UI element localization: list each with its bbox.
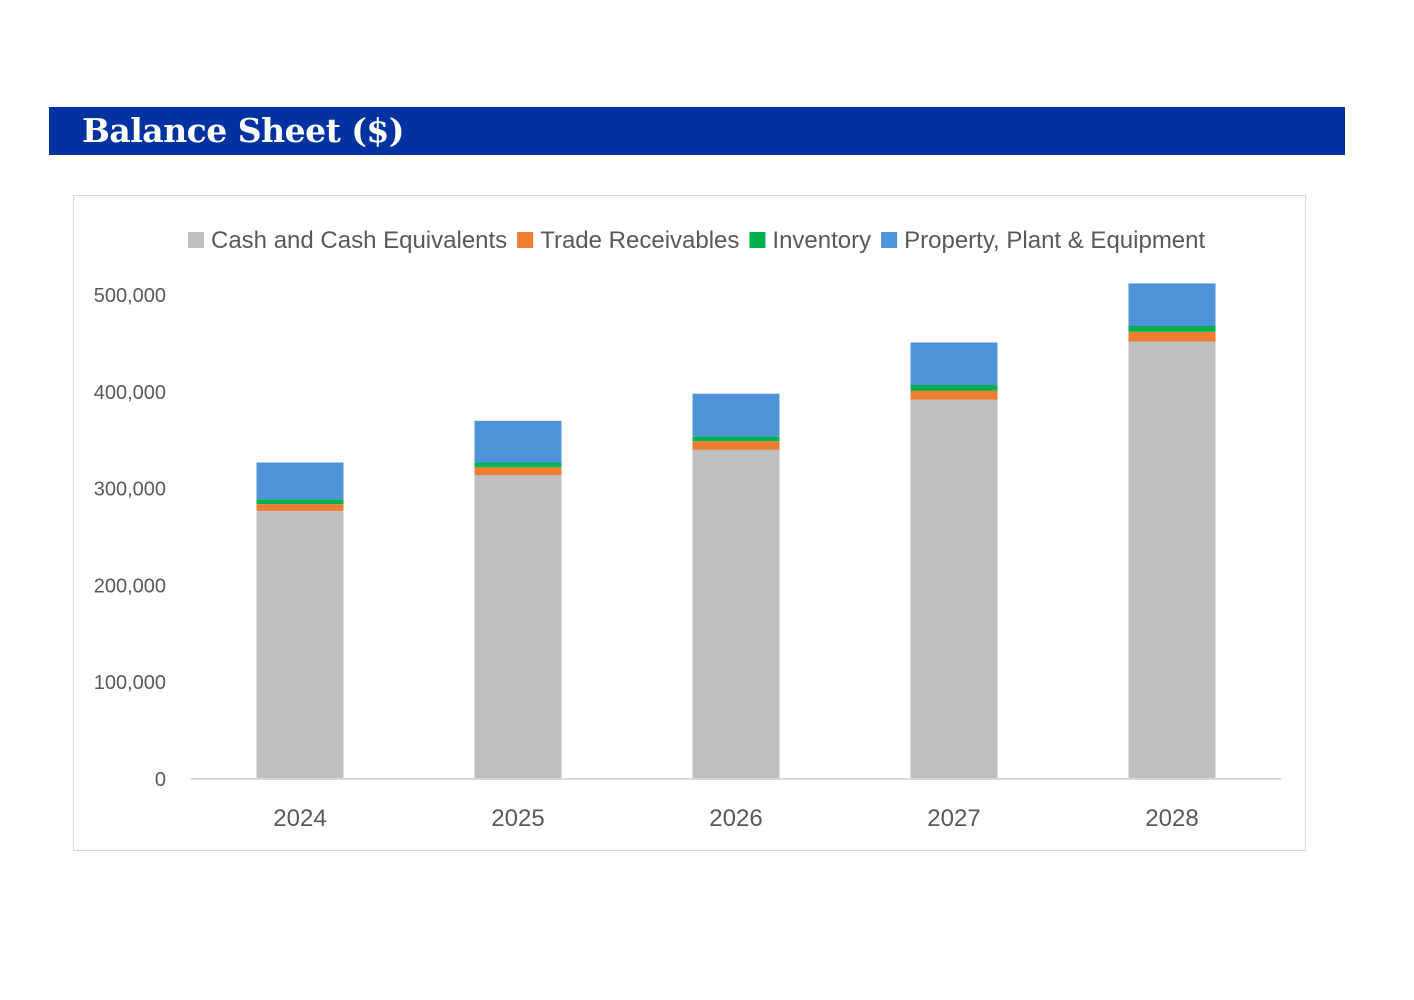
x-tick-label: 2025 xyxy=(491,805,544,832)
bar-segment-cash-and-cash-equivalents-2026 xyxy=(692,449,780,779)
legend-label: Property, Plant & Equipment xyxy=(904,227,1205,254)
y-tick-label: 400,000 xyxy=(94,382,166,404)
bar-segment-trade-receivables-2028 xyxy=(1128,331,1216,342)
bar-segment-trade-receivables-2024 xyxy=(256,504,344,511)
x-tick-label: 2026 xyxy=(709,805,762,832)
legend: Cash and Cash Equivalents Trade Receivabl… xyxy=(188,227,1206,254)
legend-swatch xyxy=(881,232,898,248)
legend-label: Cash and Cash Equivalents xyxy=(211,227,507,254)
bar-segment-inventory-2027 xyxy=(910,385,998,391)
bar-segment-trade-receivables-2026 xyxy=(692,441,780,450)
legend-swatch xyxy=(517,232,534,248)
legend-swatch xyxy=(749,232,766,248)
y-tick-label: 300,000 xyxy=(94,479,166,501)
bar-segment-inventory-2028 xyxy=(1128,325,1216,332)
x-tick-label: 2027 xyxy=(927,805,980,832)
bar-segment-inventory-2026 xyxy=(692,436,780,442)
legend-swatch xyxy=(188,232,204,248)
bar-segment-property-plant-equipment-2026 xyxy=(692,393,780,437)
x-tick-label: 2024 xyxy=(273,805,326,832)
legend-label: Trade Receivables xyxy=(540,227,739,254)
y-tick-label: 200,000 xyxy=(94,575,166,597)
bar-segment-property-plant-equipment-2028 xyxy=(1128,283,1216,326)
x-tick-label: 2028 xyxy=(1145,805,1198,832)
bars xyxy=(256,283,1216,779)
bar-segment-cash-and-cash-equivalents-2028 xyxy=(1128,341,1216,779)
bar-segment-inventory-2025 xyxy=(474,462,562,468)
bar-segment-trade-receivables-2027 xyxy=(910,390,998,400)
legend-label: Inventory xyxy=(772,227,871,254)
y-tick-label: 0 xyxy=(155,769,166,791)
page-title: Balance Sheet ($) xyxy=(82,111,405,150)
title-bar: Balance Sheet ($) xyxy=(49,107,1345,155)
bar-segment-cash-and-cash-equivalents-2027 xyxy=(910,399,998,779)
bar-segment-property-plant-equipment-2027 xyxy=(910,342,998,386)
y-tick-label: 100,000 xyxy=(94,672,166,694)
bar-segment-property-plant-equipment-2024 xyxy=(256,462,344,500)
bar-segment-cash-and-cash-equivalents-2025 xyxy=(474,475,562,779)
bar-segment-cash-and-cash-equivalents-2024 xyxy=(256,510,344,779)
x-axis: 2024 2025 2026 2027 2028 xyxy=(273,805,1198,832)
y-axis: 0 100,000 200,000 300,000 400,000 500,000 xyxy=(94,285,166,791)
y-tick-label: 500,000 xyxy=(94,285,166,307)
bar-segment-property-plant-equipment-2025 xyxy=(474,420,562,463)
bar-segment-inventory-2024 xyxy=(256,499,344,505)
bar-segment-trade-receivables-2025 xyxy=(474,467,562,476)
